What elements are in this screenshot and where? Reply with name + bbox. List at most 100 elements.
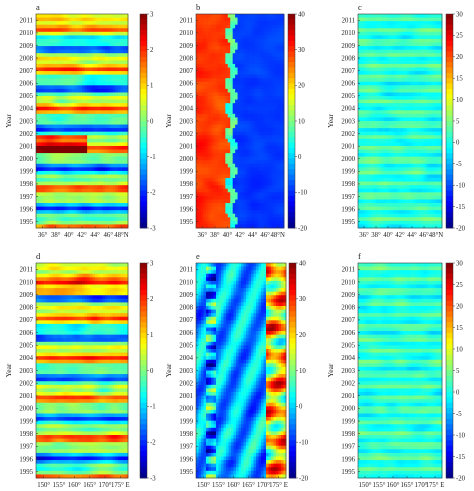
heatmap-cell	[218, 28, 221, 33]
heatmap-cell	[369, 35, 373, 40]
heatmap-cell	[266, 17, 270, 22]
heatmap-cell	[51, 67, 55, 72]
heatmap-cell	[252, 128, 256, 133]
heatmap-cell	[222, 14, 226, 18]
heatmap-cell	[271, 160, 275, 165]
heatmap-cell	[97, 117, 101, 122]
heatmap-cell	[262, 92, 265, 97]
heatmap-cell	[61, 67, 65, 72]
heatmap-cell	[87, 103, 91, 108]
heatmap-cell	[274, 96, 278, 100]
heatmap-cell	[110, 188, 114, 193]
heatmap-cell	[61, 156, 65, 161]
heatmap-cell	[79, 160, 83, 165]
heatmap-cell	[418, 49, 422, 54]
heatmap-cell	[213, 174, 216, 179]
heatmap-cell	[92, 67, 96, 72]
heatmap-cell	[220, 81, 224, 86]
heatmap-cell	[266, 224, 270, 229]
heatmap-cell	[425, 24, 429, 29]
heatmap-cell	[203, 49, 207, 54]
heatmap-cell	[218, 156, 221, 161]
heatmap-cell	[205, 185, 209, 190]
heatmap-cell	[41, 167, 45, 172]
heatmap-cell	[53, 188, 57, 193]
heatmap-cell	[53, 106, 57, 111]
heatmap-cell	[64, 31, 68, 36]
heatmap-cell	[276, 14, 280, 18]
heatmap-cell	[230, 56, 234, 61]
heatmap-cell	[51, 224, 55, 229]
heatmap-cell	[203, 138, 207, 143]
heatmap-cell	[279, 42, 282, 47]
heatmap-cell	[120, 81, 124, 86]
heatmap-cell	[252, 56, 256, 61]
heatmap-cell	[230, 42, 234, 47]
x-tick-label: 48°N	[114, 232, 129, 239]
heatmap-cell	[271, 106, 275, 111]
heatmap-cell	[105, 210, 108, 215]
heatmap-cell	[222, 106, 226, 111]
heatmap-cell	[271, 199, 275, 204]
heatmap-cell	[59, 38, 62, 43]
heatmap-cell	[232, 160, 236, 165]
heatmap-cell	[235, 178, 238, 183]
heatmap-cell	[244, 46, 248, 51]
heatmap-cell	[437, 35, 441, 40]
heatmap-cell	[257, 195, 260, 200]
heatmap-cell	[383, 28, 387, 33]
heatmap-cell	[122, 192, 126, 197]
heatmap-cell	[69, 192, 73, 197]
heatmap-cell	[53, 21, 57, 26]
heatmap-cell	[84, 167, 88, 172]
heatmap-cell	[112, 121, 116, 125]
heatmap-cell	[196, 35, 199, 40]
heatmap-cell	[393, 46, 396, 51]
heatmap-cell	[397, 53, 401, 58]
heatmap-cell	[56, 96, 60, 100]
heatmap-cell	[257, 60, 260, 65]
heatmap-cell	[264, 78, 268, 83]
heatmap-cell	[266, 210, 270, 215]
heatmap-cell	[254, 117, 258, 122]
heatmap-cell	[38, 106, 42, 111]
heatmap-cell	[205, 156, 209, 161]
heatmap-cell	[242, 210, 246, 215]
heatmap-cell	[61, 31, 65, 36]
heatmap-cell	[388, 24, 392, 29]
heatmap-cell	[381, 56, 385, 61]
heatmap-cell	[112, 156, 116, 161]
heatmap-cell	[257, 163, 260, 168]
heatmap-cell	[369, 49, 373, 54]
heatmap-cell	[220, 224, 224, 229]
heatmap-cell	[249, 31, 253, 36]
heatmap-cell	[117, 128, 121, 133]
heatmap-cell	[107, 156, 111, 161]
heatmap-cell	[120, 28, 124, 33]
heatmap-cell	[59, 117, 62, 122]
heatmap-cell	[46, 88, 50, 93]
heatmap-cell	[266, 178, 270, 183]
heatmap-cell	[235, 31, 238, 36]
heatmap-cell	[117, 28, 121, 33]
heatmap-cell	[208, 53, 212, 58]
heatmap-cell	[210, 156, 214, 161]
heatmap-cell	[262, 46, 265, 51]
heatmap-cell	[215, 153, 219, 158]
heatmap-cell	[225, 220, 229, 225]
heatmap-cell	[74, 31, 78, 36]
heatmap-cell	[48, 99, 52, 104]
heatmap-cell	[257, 185, 260, 190]
heatmap-cell	[92, 124, 96, 129]
heatmap-cell	[257, 103, 260, 108]
heatmap-cell	[56, 35, 60, 40]
heatmap-cell	[115, 53, 119, 58]
heatmap-cell	[53, 49, 57, 54]
heatmap-cell	[205, 49, 209, 54]
heatmap-cell	[102, 92, 106, 97]
heatmap-cell	[87, 121, 91, 125]
heatmap-cell	[252, 99, 256, 104]
heatmap-cell	[89, 138, 93, 143]
heatmap-cell	[200, 35, 204, 40]
